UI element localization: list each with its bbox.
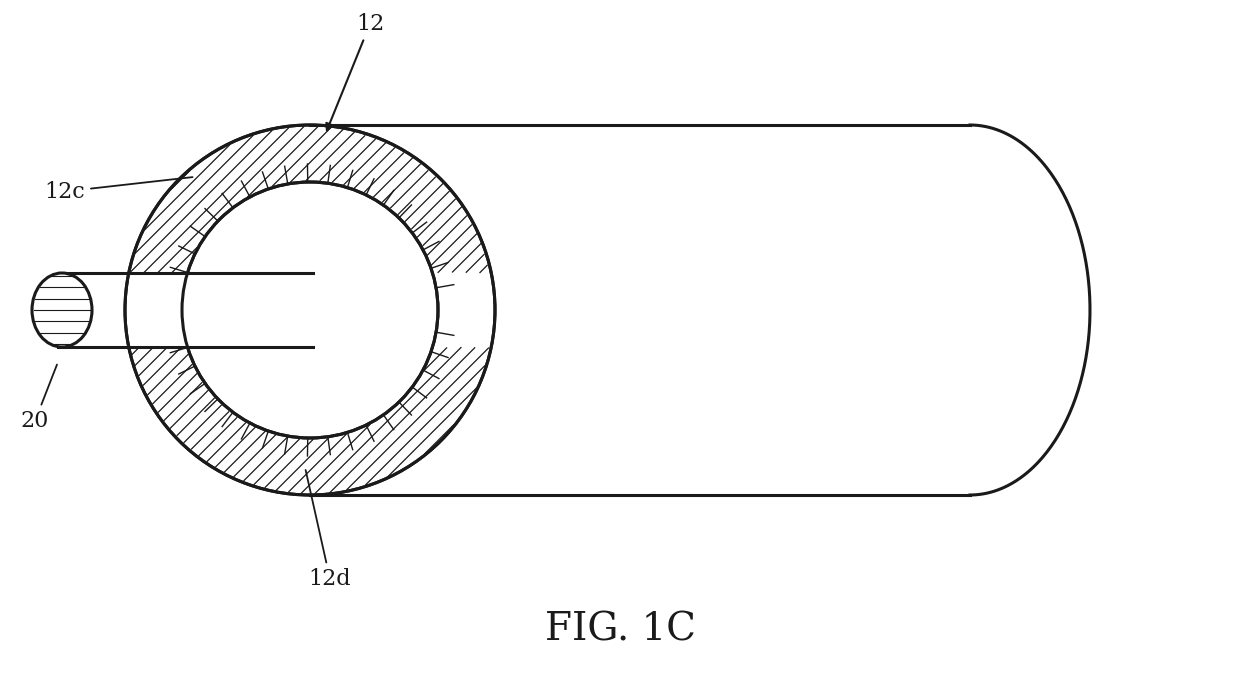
Text: 20: 20 (21, 364, 57, 432)
Text: 12c: 12c (45, 177, 192, 203)
Text: FIG. 1C: FIG. 1C (544, 611, 696, 648)
Ellipse shape (32, 273, 92, 347)
Text: 12: 12 (326, 13, 384, 130)
Circle shape (125, 125, 495, 495)
Polygon shape (30, 273, 315, 347)
Polygon shape (310, 125, 1090, 495)
Text: 12d: 12d (305, 470, 351, 590)
Circle shape (182, 182, 438, 438)
